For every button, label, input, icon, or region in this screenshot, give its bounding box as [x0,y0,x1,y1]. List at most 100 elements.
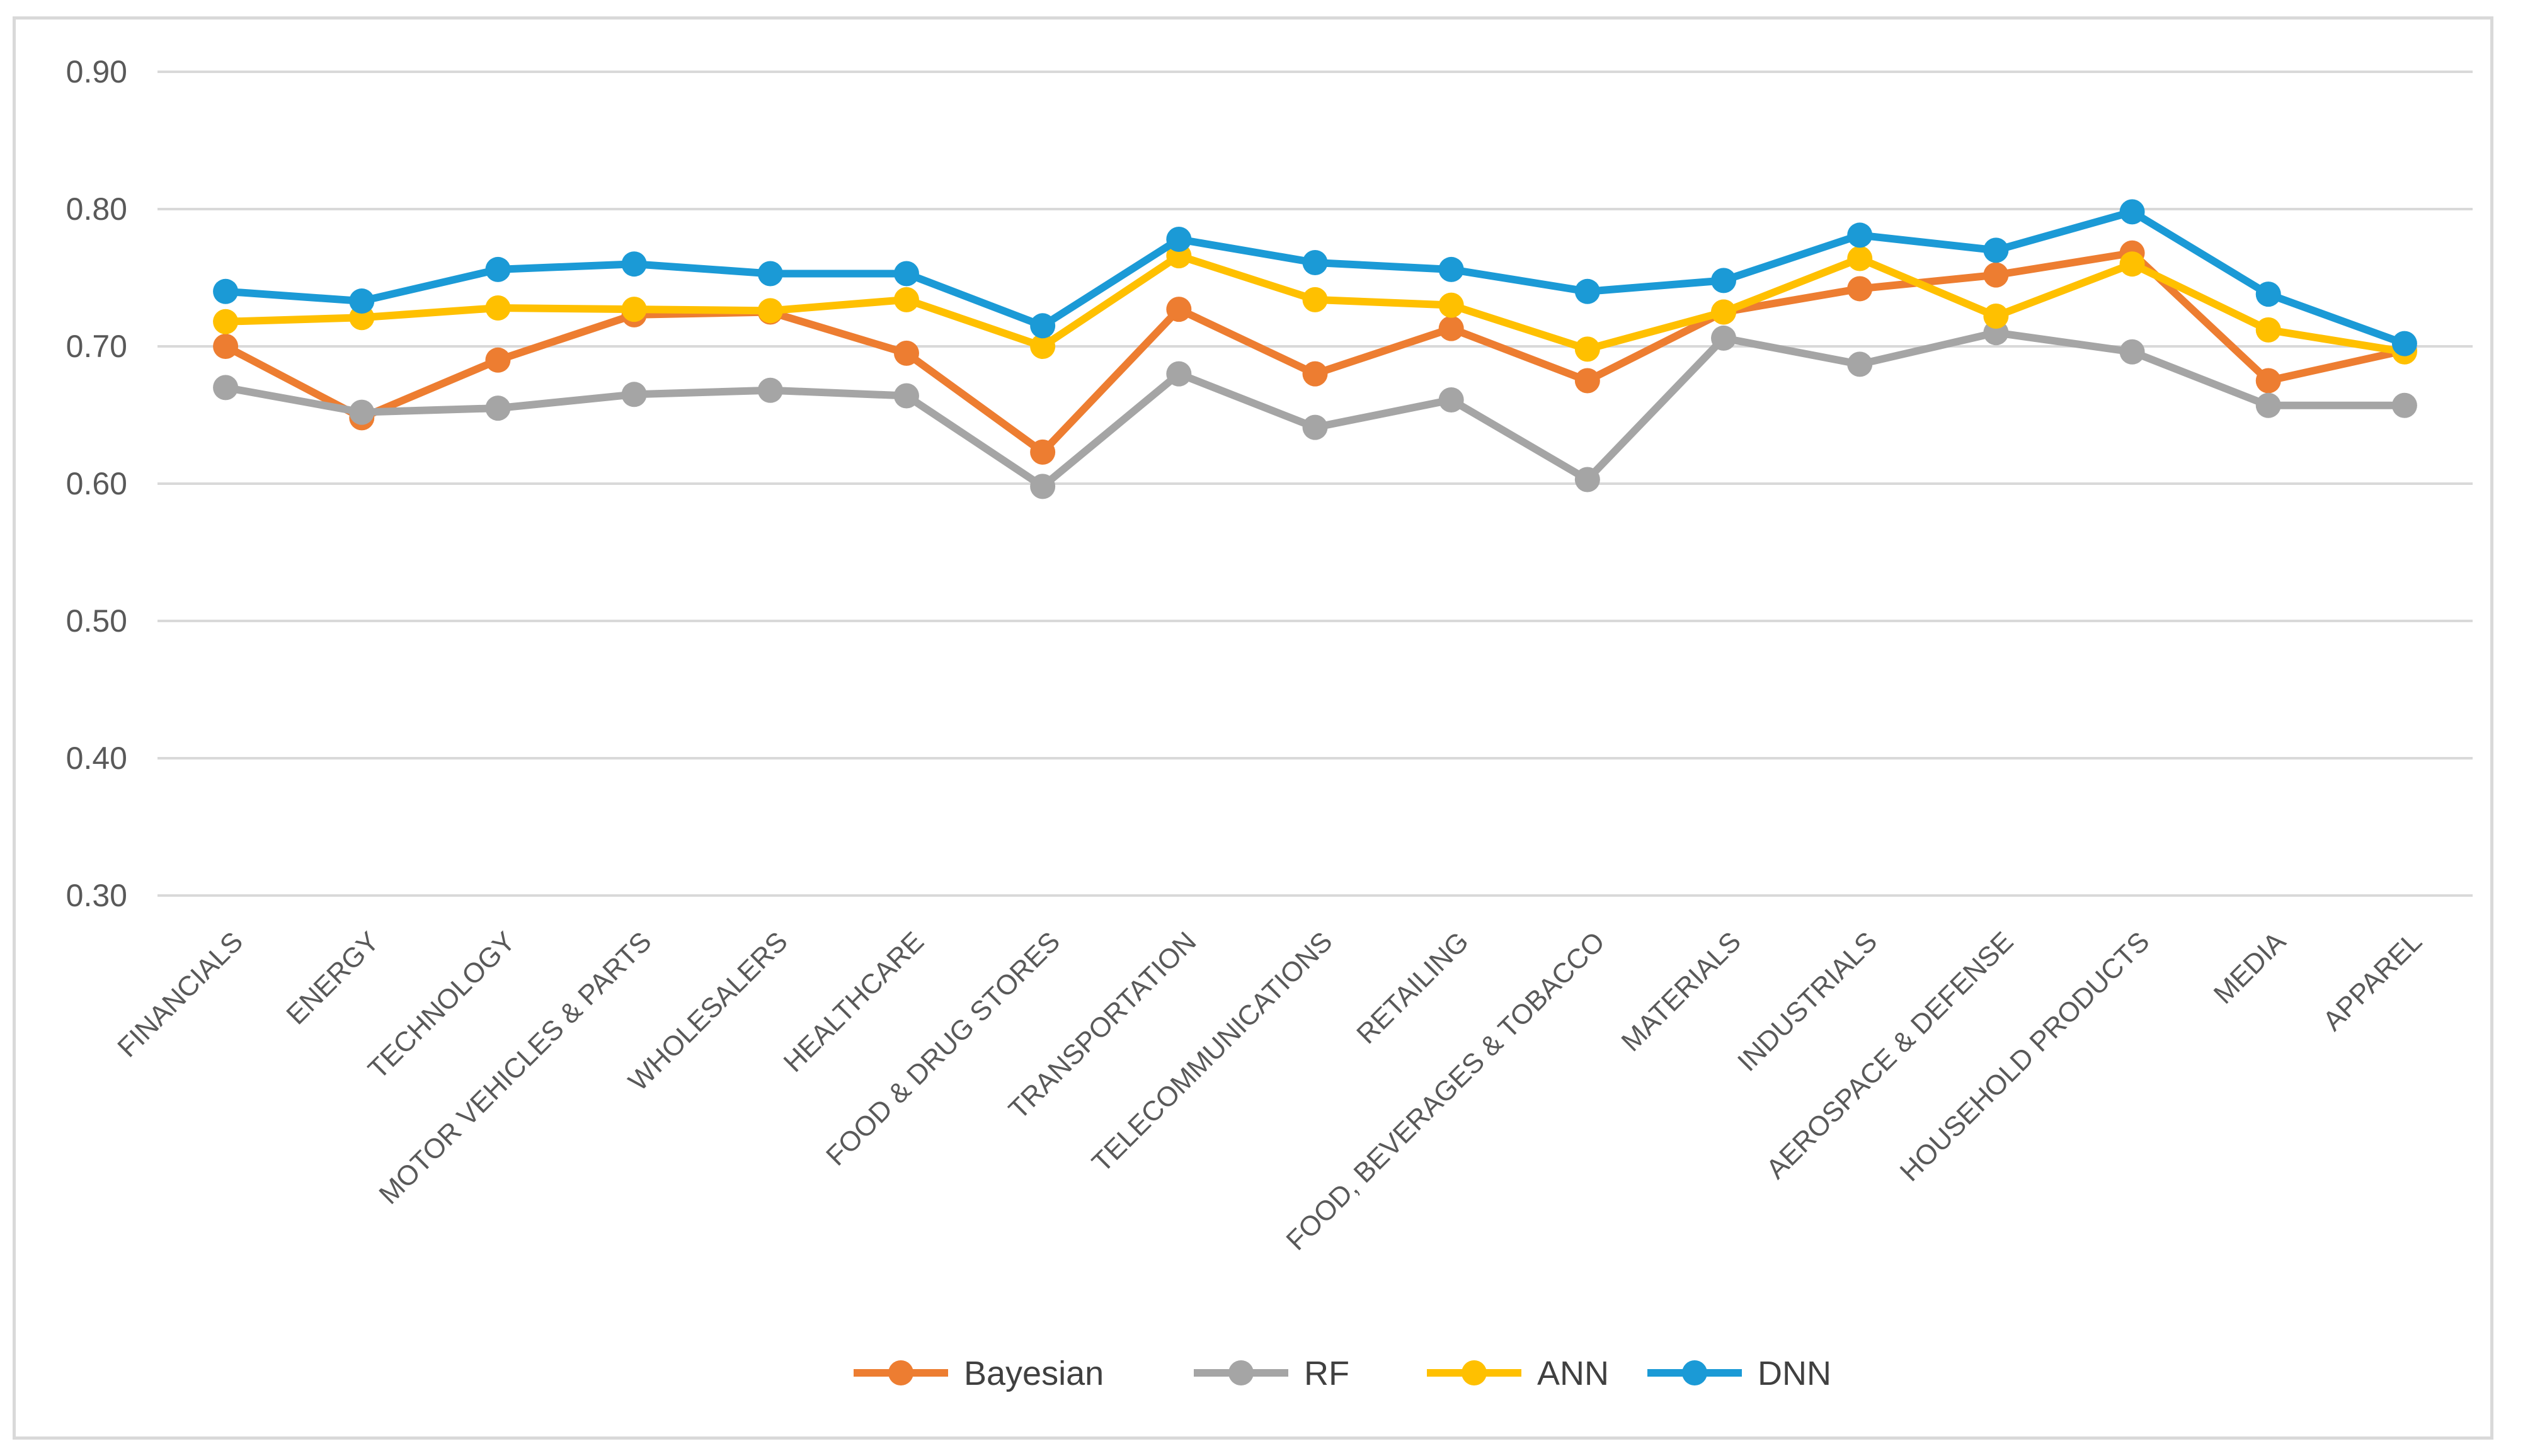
x-tick-label: MOTOR VEHICLES & PARTS [373,926,657,1210]
data-point [621,382,647,407]
data-point [485,395,511,421]
legend-label: RF [1304,1355,1349,1392]
data-point [757,377,783,403]
data-point [1438,292,1464,318]
y-tick-label: 0.40 [66,741,127,776]
x-tick-label: FINANCIALS [112,926,249,1063]
data-point [1030,334,1056,359]
series-line [222,329,2408,491]
data-point [893,340,919,366]
legend-marker [1682,1360,1707,1385]
data-point [2119,199,2145,225]
y-tick-label: 0.60 [66,466,127,501]
data-point [1983,237,2009,263]
data-point [2391,331,2417,356]
data-point [2255,282,2281,307]
data-point [1166,226,1192,252]
data-point [1302,361,1328,387]
x-tick-label: INDUSTRIALS [1732,926,1883,1077]
series-dnn [213,199,2417,356]
x-tick-label: ENERGY [280,926,385,1030]
data-point [2119,339,2145,365]
data-point [349,288,375,314]
legend-marker [888,1360,913,1385]
data-point [2391,392,2417,418]
data-point [2255,392,2281,418]
data-point [1847,276,1873,302]
x-tick-label: RETAILING [1351,926,1475,1050]
legend-label: ANN [1537,1355,1609,1392]
legend-marker [1228,1360,1254,1385]
data-point [485,295,511,321]
x-tick-label: FOOD & DRUG STORES [820,926,1066,1171]
data-point [1711,325,1737,351]
y-tick-label: 0.80 [66,191,127,227]
x-tick-label: AEROSPACE & DEFENSE [1760,926,2019,1185]
x-tick-label: TECHNOLOGY [362,926,521,1084]
data-point [893,287,919,312]
y-axis-ticks: 0.90 0.80 0.70 0.60 0.50 0.40 0.30 [66,54,127,913]
data-point [1166,297,1192,322]
data-point [621,297,647,322]
data-point [1166,361,1192,387]
data-point [1847,351,1873,377]
data-point [213,278,239,304]
series-ann [213,243,2417,365]
legend-label: Bayesian [964,1355,1104,1392]
data-point [1847,246,1873,271]
legend-label: DNN [1758,1355,1831,1392]
data-point [213,375,239,401]
data-point [1302,414,1328,440]
data-point [1983,262,2009,288]
data-point [2119,251,2145,277]
data-point [893,261,919,287]
data-point [1302,250,1328,276]
x-tick-label: HEALTHCARE [778,926,930,1078]
data-point [757,298,783,324]
x-tick-label: MATERIALS [1615,926,1747,1057]
data-point [1711,268,1737,293]
data-point [621,251,647,277]
data-point [1983,304,2009,329]
y-tick-label: 0.90 [66,54,127,89]
x-tick-label: APPAREL [2317,926,2428,1037]
data-point [757,261,783,287]
legend-item-ann[interactable]: ANN [1427,1355,1609,1392]
data-point [1711,299,1737,325]
data-point [1574,467,1600,492]
legend-marker [1462,1360,1487,1385]
x-tick-label: HOUSEHOLD PRODUCTS [1894,926,2156,1187]
legend[interactable]: Bayesian RF ANN DNN [854,1355,1831,1392]
data-point [1574,278,1600,304]
y-tick-label: 0.70 [66,329,127,364]
data-point [1438,256,1464,282]
series-line [222,208,2408,348]
legend-item-rf[interactable]: RF [1194,1355,1349,1392]
gridlines [157,71,2473,897]
data-point [1030,313,1056,339]
legend-item-dnn[interactable]: DNN [1647,1355,1831,1392]
legend-item-bayesian[interactable]: Bayesian [854,1355,1104,1392]
data-point [1030,474,1056,499]
data-point [2255,317,2281,343]
data-point [213,334,239,359]
x-tick-label: TELECOMMUNICATIONS [1086,926,1339,1178]
data-point [349,399,375,425]
data-point [1847,222,1873,248]
chart-frame [13,16,2493,1440]
y-tick-label: 0.50 [66,603,127,639]
data-point [485,347,511,373]
data-point [1438,316,1464,341]
data-point [213,309,239,334]
data-point [2255,368,2281,394]
series-lines [213,199,2417,499]
y-tick-label: 0.30 [66,878,127,913]
data-point [1574,336,1600,362]
data-point [893,383,919,409]
data-point [485,256,511,282]
x-tick-label: MEDIA [2208,926,2292,1010]
data-point [1574,368,1600,394]
data-point [1438,387,1464,413]
